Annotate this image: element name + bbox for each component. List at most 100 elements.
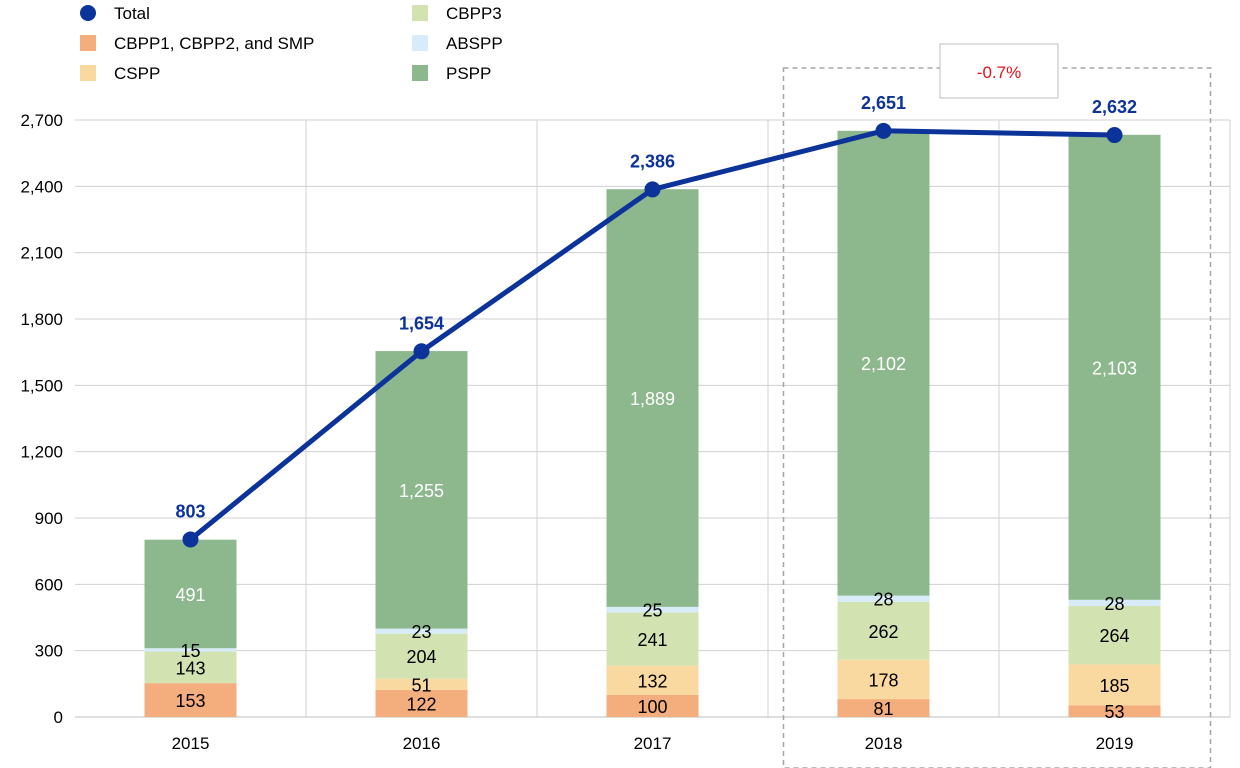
bar-label-cspp: 185: [1099, 676, 1129, 696]
bar-segment-cbpp3: [1068, 606, 1161, 665]
y-tick-label: 1,200: [20, 443, 63, 462]
bar-label-cbpp3: 241: [637, 630, 667, 650]
bar-segment-pspp: [144, 539, 237, 649]
bar-segment-cbpp3: [606, 612, 699, 666]
bar-segment-cbpp1-cbpp2-and-smp: [1068, 705, 1161, 717]
bar-segment-abspp: [375, 628, 468, 634]
bars: [144, 130, 1161, 717]
legend-item-pspp: PSPP: [412, 64, 491, 83]
bar-label-abspp: 25: [642, 601, 662, 621]
bar-label-pspp: 491: [175, 585, 205, 605]
legend-swatch: [80, 65, 96, 81]
y-tick-label: 2,100: [20, 244, 63, 263]
y-tick-label: 0: [54, 708, 63, 727]
bar-label-cspp: 132: [637, 671, 667, 691]
bar-segment-pspp: [375, 351, 468, 629]
bar-label-cspp: 178: [868, 670, 898, 690]
bar-label-abspp: 28: [873, 590, 893, 610]
total-point: [1106, 127, 1123, 144]
y-tick-label: 1,800: [20, 310, 63, 329]
legend-item-cspp: CSPP: [80, 64, 160, 83]
annotation-label-box: [939, 43, 1059, 99]
legend-label: CBPP1, CBPP2, and SMP: [114, 34, 314, 53]
total-value-label: 2,632: [1092, 97, 1137, 117]
y-tick-label: 900: [35, 509, 63, 528]
x-axis-ticks: 2015 2016 2017 2018 2019: [172, 734, 1134, 753]
total-value-label: 803: [175, 501, 205, 521]
legend-item-total: Total: [80, 4, 150, 23]
legend-label: CBPP3: [446, 4, 502, 23]
y-tick-label: 600: [35, 575, 63, 594]
bar-segment-cspp: [606, 665, 699, 695]
bar-segment-abspp: [144, 648, 237, 652]
y-tick-label: 2,400: [20, 177, 63, 196]
bar-segment-cspp: [375, 678, 468, 691]
total-point: [875, 122, 892, 139]
bar-label-cbpp1-cbpp2-and-smp: 81: [873, 699, 893, 719]
legend-item-cbpp1-cbpp2-and-smp: CBPP1, CBPP2, and SMP: [80, 34, 314, 53]
annotation-dashed-box: [782, 67, 1212, 768]
legend-label: PSPP: [446, 64, 491, 83]
bar-segment-cbpp3: [144, 651, 237, 684]
total-point: [644, 181, 661, 198]
bar-label-cbpp3: 143: [175, 658, 205, 678]
bar-segment-cbpp1-cbpp2-and-smp: [837, 699, 930, 717]
bar-segment-abspp: [837, 595, 930, 602]
bar-label-abspp: 28: [1104, 594, 1124, 614]
bar-label-pspp: 2,103: [1092, 358, 1137, 378]
bar-segment-cbpp3: [375, 633, 468, 679]
legend-swatch: [412, 5, 428, 21]
bar-label-cbpp1-cbpp2-and-smp: 100: [637, 697, 667, 717]
bar-segment-pspp: [1068, 134, 1161, 600]
bar-label-pspp: 1,889: [630, 389, 675, 409]
total-point: [182, 531, 199, 548]
y-tick-label: 2,700: [20, 111, 63, 130]
total-value-label: 2,386: [630, 151, 675, 171]
bar-label-pspp: 1,255: [399, 481, 444, 501]
y-tick-label: 300: [35, 642, 63, 661]
legend-marker: [80, 5, 96, 21]
bar-label-cbpp3: 262: [868, 622, 898, 642]
y-tick-label: 1,500: [20, 376, 63, 395]
bar-segment-cbpp1-cbpp2-and-smp: [375, 690, 468, 717]
bar-segment-abspp: [606, 606, 699, 613]
bar-segment-abspp: [1068, 599, 1161, 607]
bar-label-cspp: 51: [411, 675, 431, 695]
legend-label: Total: [114, 4, 150, 23]
bar-label-cbpp1-cbpp2-and-smp: 53: [1104, 702, 1124, 722]
bar-segment-cspp: [837, 659, 930, 700]
bar-segment-cspp: [1068, 664, 1161, 706]
legend-label: ABSPP: [446, 34, 503, 53]
total-point: [413, 343, 430, 360]
bar-segment-pspp: [606, 189, 699, 607]
bar-label-cbpp3: 264: [1099, 626, 1129, 646]
bar-segment-cbpp1-cbpp2-and-smp: [144, 683, 237, 717]
legend-item-cbpp3: CBPP3: [412, 4, 502, 23]
x-tick-label: 2019: [1096, 734, 1134, 753]
legend: Total CBPP1, CBPP2, and SMP CSPP CBPP3 ABSPP…: [80, 4, 503, 83]
bar-segment-cbpp1-cbpp2-and-smp: [606, 694, 699, 717]
total-line: 803 1,654 2,386 2,651 2,632: [175, 93, 1137, 548]
bar-label-abspp: 15: [180, 641, 200, 661]
legend-swatch: [412, 35, 428, 51]
x-tick-label: 2017: [634, 734, 672, 753]
total-value-label: 1,654: [399, 313, 444, 333]
bar-segment-cbpp3: [837, 601, 930, 660]
x-tick-label: 2016: [403, 734, 441, 753]
bar-label-cbpp3: 204: [406, 647, 436, 667]
bar-label-cbpp1-cbpp2-and-smp: 153: [175, 691, 205, 711]
bar-segment-pspp: [837, 130, 930, 596]
legend-swatch: [412, 65, 428, 81]
legend-swatch: [80, 35, 96, 51]
bar-label-abspp: 23: [411, 622, 431, 642]
x-tick-label: 2015: [172, 734, 210, 753]
bar-label-cbpp1-cbpp2-and-smp: 122: [406, 695, 436, 715]
annotation-change-label: -0.7%: [977, 63, 1021, 82]
y-axis-ticks: 0 300 600 900 1,200 1,500 1,800 2,100 2,400 2,700: [20, 111, 63, 727]
bar-label-pspp: 2,102: [861, 354, 906, 374]
legend-label: CSPP: [114, 64, 160, 83]
total-value-label: 2,651: [861, 93, 906, 113]
change-annotation: -0.7%: [782, 43, 1212, 768]
